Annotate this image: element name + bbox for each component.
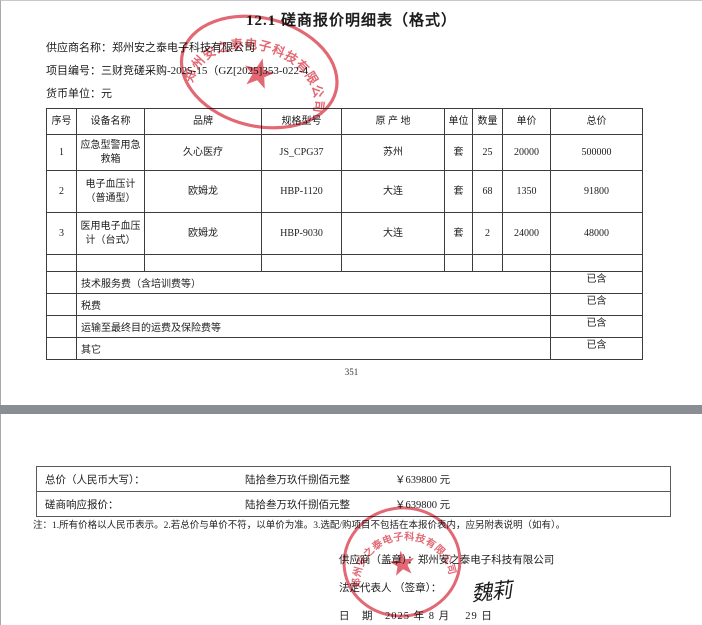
cell-no: 2: [46, 170, 77, 213]
fee-value: 已含: [550, 315, 643, 338]
signature-block: 供应商（盖章）：郑州安之泰电子科技有限公司 法定代表人 （签章）： 日 期 20…: [339, 552, 554, 625]
fee-label: 其它: [76, 337, 551, 360]
total-price-numeric: ￥639800 元: [395, 474, 451, 486]
cell-qty: 25: [472, 134, 503, 171]
fee-row: 其它 已含: [46, 337, 643, 360]
cell-model: JS_CPG37: [261, 134, 342, 171]
handwritten-signature: 魏莉: [469, 577, 513, 607]
cell-total: 500000: [550, 134, 643, 171]
cell-unit: 套: [444, 134, 473, 171]
fee-value: 已含: [550, 271, 643, 294]
document-title: 12.1 磋商报价明细表（格式）: [245, 13, 457, 29]
cell-origin: 大连: [341, 170, 445, 213]
cell-model: HBP-9030: [261, 212, 342, 255]
fee-value: 已含: [550, 293, 643, 316]
table-row: 3 医用电子血压计（台式） 欧姆龙 HBP-9030 大连 套 2 24000 …: [46, 212, 643, 255]
table-row: 2 电子血压计（普通型） 欧姆龙 HBP-1120 大连 套 68 1350 9…: [46, 170, 643, 213]
col-header-unit: 单位: [444, 108, 473, 135]
cell-unit: 套: [444, 170, 473, 213]
cell-brand: 久心医疗: [144, 134, 262, 171]
fee-row: 税费 已含: [46, 293, 643, 316]
fee-row: 技术服务费（含培训费等） 已含: [46, 271, 643, 294]
col-header-unit-price: 单价: [502, 108, 551, 135]
quotation-table: 序号 设备名称 品牌 规格型号 原 产 地 单位 数量 单价 总价 1 应急型警…: [46, 108, 643, 360]
fee-label: 运输至最终目的运费及保险费等: [76, 315, 551, 338]
cell-unit-price: 24000: [502, 212, 551, 255]
project-number-line: 项目编号：三财竞磋采购-2025-15（GZ[2025]353-022-4: [46, 65, 309, 77]
cell-total: 91800: [550, 170, 643, 213]
total-price-box: 总价（人民币大写）： 陆拾叁万玖仟捌佰元整 ￥639800 元 磋商响应报价： …: [36, 466, 671, 517]
cell-device-name: 电子血压计（普通型）: [76, 170, 145, 213]
table-header-row: 序号 设备名称 品牌 规格型号 原 产 地 单位 数量 单价 总价: [46, 108, 643, 135]
cell-brand: 欧姆龙: [144, 212, 262, 255]
response-price-row: 磋商响应报价： 陆拾叁万玖仟捌佰元整 ￥639800 元: [37, 491, 670, 516]
cell-qty: 68: [472, 170, 503, 213]
cell-model: HBP-1120: [261, 170, 342, 213]
table-row: 1 应急型警用急救箱 久心医疗 JS_CPG37 苏州 套 25 20000 5…: [46, 134, 643, 171]
total-price-words: 陆拾叁万玖仟捌佰元整: [245, 474, 350, 486]
total-price-label: 总价（人民币大写）：: [45, 474, 145, 486]
response-price-words: 陆拾叁万玖仟捌佰元整: [245, 499, 350, 511]
cell-origin: 苏州: [341, 134, 445, 171]
page-2: 总价（人民币大写）： 陆拾叁万玖仟捌佰元整 ￥639800 元 磋商响应报价： …: [0, 414, 702, 625]
cell-origin: 大连: [341, 212, 445, 255]
legal-representative-line: 法定代表人 （签章）：: [339, 583, 442, 594]
response-price-numeric: ￥639800 元: [395, 499, 451, 511]
page-1: 12.1 磋商报价明细表（格式） 供应商名称：郑州安之泰电子科技有限公司 项目编…: [0, 0, 702, 406]
cell-no: [46, 293, 77, 316]
col-header-model: 规格型号: [261, 108, 342, 135]
col-header-total: 总价: [550, 108, 643, 135]
fee-row: 运输至最终目的运费及保险费等 已含: [46, 315, 643, 338]
cell-total: 48000: [550, 212, 643, 255]
cell-no: 3: [46, 212, 77, 255]
cell-unit: 套: [444, 212, 473, 255]
supplier-seal-line: 供应商（盖章）：郑州安之泰电子科技有限公司: [339, 555, 555, 566]
cell-no: 1: [46, 134, 77, 171]
cell-no: [46, 315, 77, 338]
total-price-row: 总价（人民币大写）： 陆拾叁万玖仟捌佰元整 ￥639800 元: [37, 467, 670, 491]
fee-label: 税费: [76, 293, 551, 316]
page-separator: [0, 405, 702, 414]
cell-brand: 欧姆龙: [144, 170, 262, 213]
response-price-label: 磋商响应报价：: [45, 499, 119, 511]
footnote: 注：1.所有价格以人民币表示。2.若总价与单价不符，以单价为准。3.选配/购项目…: [33, 521, 566, 531]
col-header-serial: 序号: [46, 108, 77, 135]
col-header-device: 设备名称: [76, 108, 145, 135]
cell-qty: 2: [472, 212, 503, 255]
cell-device-name: 应急型警用急救箱: [76, 134, 145, 171]
currency-unit-line: 货币单位：元: [46, 88, 112, 100]
fee-label: 技术服务费（含培训费等）: [76, 271, 551, 294]
cell-unit-price: 20000: [502, 134, 551, 171]
page-number: 351: [344, 367, 359, 377]
col-header-brand: 品牌: [144, 108, 262, 135]
cell-no: [46, 337, 77, 360]
fee-value: 已含: [550, 337, 643, 360]
col-header-origin: 原 产 地: [341, 108, 445, 135]
empty-row: [46, 254, 643, 272]
cell-device-name: 医用电子血压计（台式）: [76, 212, 145, 255]
cell-unit-price: 1350: [502, 170, 551, 213]
date-line: 日 期 2025 年 8 月 29 日: [339, 611, 493, 622]
cell-no: [46, 271, 77, 294]
supplier-name-line: 供应商名称：郑州安之泰电子科技有限公司: [46, 42, 255, 54]
col-header-qty: 数量: [472, 108, 503, 135]
